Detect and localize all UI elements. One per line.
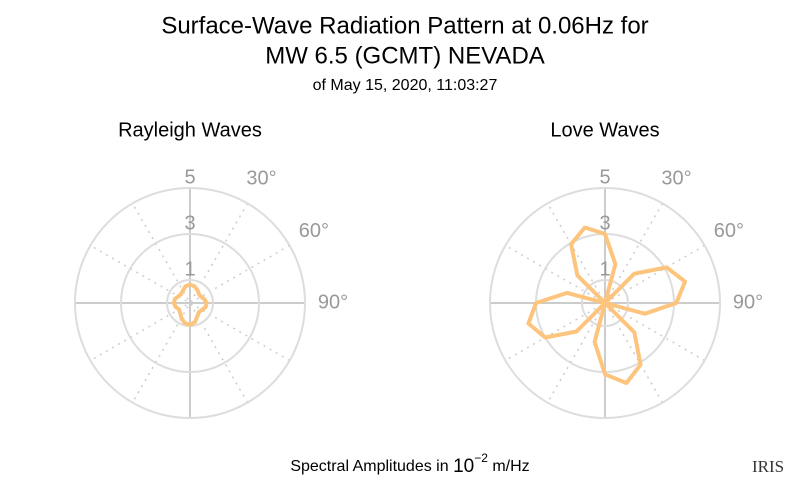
r-tick-label: 3: [599, 212, 610, 234]
theta-tick-label: 90°: [318, 291, 348, 313]
r-tick-label: 5: [184, 166, 195, 188]
r-tick-label: 3: [184, 212, 195, 234]
label-part: m/Hz: [488, 458, 530, 475]
chart-title: Love Waves: [550, 119, 659, 141]
pattern-line: [526, 225, 687, 385]
theta-tick-label: 60°: [299, 220, 329, 242]
r-tick-label: 1: [599, 258, 610, 280]
theta-tick-label: 90°: [733, 291, 763, 313]
subtitle: of May 15, 2020, 11:03:27: [313, 77, 498, 94]
chart-title: Rayleigh Waves: [118, 119, 262, 141]
r-tick-label: 1: [184, 258, 195, 280]
title-line: Surface-Wave Radiation Pattern at 0.06Hz…: [161, 12, 648, 39]
pattern-line: [171, 282, 209, 327]
grid-circle: [74, 187, 306, 419]
grid-circle: [489, 187, 721, 419]
axis-label: Spectral Amplitudes in 10−2 m/Hz: [290, 451, 529, 477]
r-tick-label: 5: [599, 166, 610, 188]
theta-tick-label: 30°: [661, 167, 691, 189]
logo: IRIS: [752, 457, 784, 476]
label-part: −2: [474, 451, 488, 465]
theta-tick-label: 30°: [246, 167, 276, 189]
label-part: 10: [453, 456, 474, 477]
theta-tick-label: 60°: [714, 220, 744, 242]
title-line: MW 6.5 (GCMT) NEVADA: [265, 42, 545, 69]
grid-circle: [581, 279, 629, 327]
grid-circle: [120, 233, 260, 373]
label-part: Spectral Amplitudes in: [290, 458, 453, 475]
